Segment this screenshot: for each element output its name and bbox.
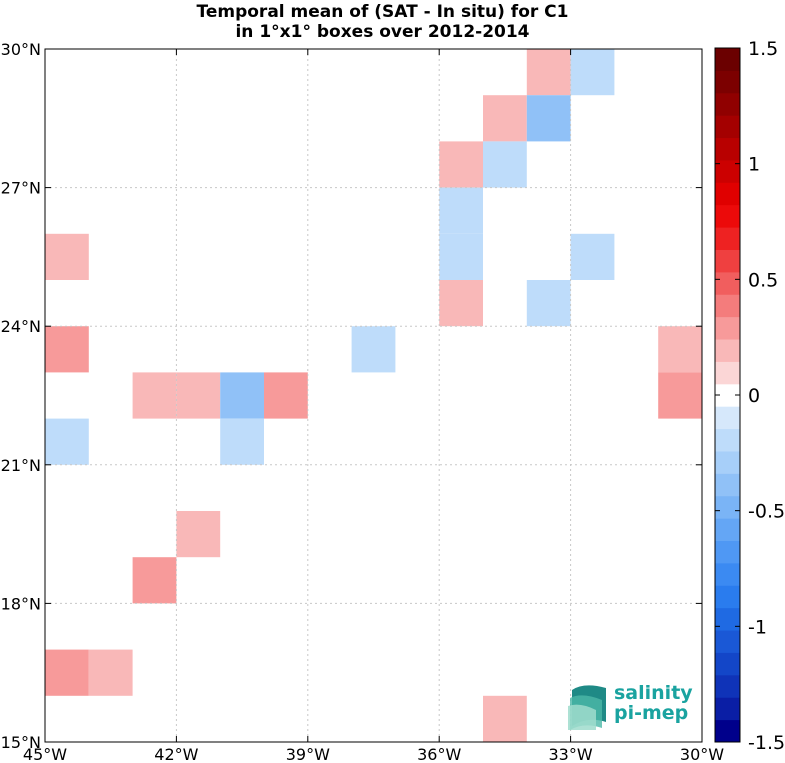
heatmap-cell [483,95,527,142]
colorbar-segment [715,473,740,497]
x-tick-label: 45°W [23,745,67,763]
heatmap-cell [439,141,483,188]
colorbar-segment [715,294,740,318]
y-tick-label: 27°N [1,179,41,198]
heatmap-cell [351,326,396,373]
heatmap-cell [45,418,89,465]
y-tick-label: 18°N [1,594,41,613]
colorbar-segment [715,70,740,94]
salinity-pimep-logo: salinity pi-mep [566,682,696,730]
y-tick-label: 30°N [1,40,41,59]
colorbar-tick-label: 1 [748,154,760,176]
heatmap-cell [439,187,483,234]
x-tick-label: 39°W [286,745,330,763]
x-tick-label: 36°W [417,745,461,763]
colorbar-segment [715,204,740,228]
colorbar-segment [715,495,740,519]
heatmap-cell [658,326,702,373]
colorbar-segment [715,719,740,743]
heatmap-cell [264,372,308,419]
colorbar-segment [715,383,740,407]
colorbar-segment [715,428,740,452]
heatmap-cell [570,49,615,96]
heatmap-cell [483,695,527,742]
heatmap-cell [439,280,483,327]
heatmap-cell [220,372,264,419]
colorbar-segment [715,92,740,116]
heatmap-cell [483,141,527,188]
x-tick-label: 30°W [680,745,724,763]
heatmap-cell [526,95,571,142]
x-tick-label: 33°W [549,745,593,763]
colorbar-tick-label: 0.5 [748,269,778,291]
heatmap-cell [570,233,615,280]
colorbar-segment [715,674,740,698]
colorbar-segment [715,361,740,385]
colorbar-segment [715,450,740,474]
colorbar-tick-label: -1.5 [748,732,785,754]
colorbar-segment [715,697,740,721]
heatmap-cell [526,280,571,327]
heatmap-cells [45,49,702,742]
colorbar-segment [715,271,740,295]
colorbar-segment [715,540,740,564]
colorbar-segment [715,562,740,586]
heatmap-cell [658,372,702,419]
chart-title-line1: Temporal mean of (SAT - In situ) for C1 [196,2,569,22]
colorbar-segment [715,249,740,273]
colorbar-segment [715,339,740,362]
heatmap-cell [439,233,483,280]
colorbar-segment [715,607,740,631]
colorbar-segment [715,630,740,653]
heatmap-cell [526,49,571,96]
map-axes: 45°W 42°W 39°W 36°W 33°W 30°W 15°N 18°N 21°N 24°N… [1,40,725,763]
colorbar-segment [715,585,740,609]
y-tick-label: 24°N [1,317,41,336]
colorbar-tick-label: -0.5 [748,501,785,523]
plot-frame [44,48,703,743]
colorbar-segment [715,406,740,430]
colorbar-tick-label: 0 [748,385,760,407]
heatmap-cell [176,372,221,419]
wave-logo-icon [568,685,606,730]
colorbar-segment [715,159,740,183]
colorbar-segment [715,652,740,676]
y-tick-label: 15°N [1,733,41,752]
heatmap-cell [132,372,177,419]
heatmap-cell [45,233,89,280]
colorbar-segment [715,182,740,206]
heatmap-cell [176,511,221,558]
colorbar-segment [715,115,740,139]
chart-title-line2: in 1°x1° boxes over 2012-2014 [235,22,530,42]
colorbar-tick-label: -1 [748,616,767,638]
colorbar: 1.5 1 0.5 0 -0.5 -1 -1.5 [714,38,785,754]
colorbar-segment [715,137,740,161]
heatmap-cell [132,557,177,604]
colorbar-segment [715,227,740,250]
heatmap-cell [88,649,133,696]
colorbar-segment [715,518,740,542]
y-tick-label: 21°N [1,456,41,475]
colorbar-segment [715,48,740,71]
heatmap-cell [45,649,89,696]
heatmap-cell [220,418,264,465]
heatmap-cell [45,326,89,373]
logo-text-pimep: pi-mep [614,702,689,724]
logo-text-salinity: salinity [614,682,693,704]
x-tick-label: 42°W [154,745,198,763]
colorbar-tick-label: 1.5 [748,38,778,60]
colorbar-segment [715,316,740,340]
